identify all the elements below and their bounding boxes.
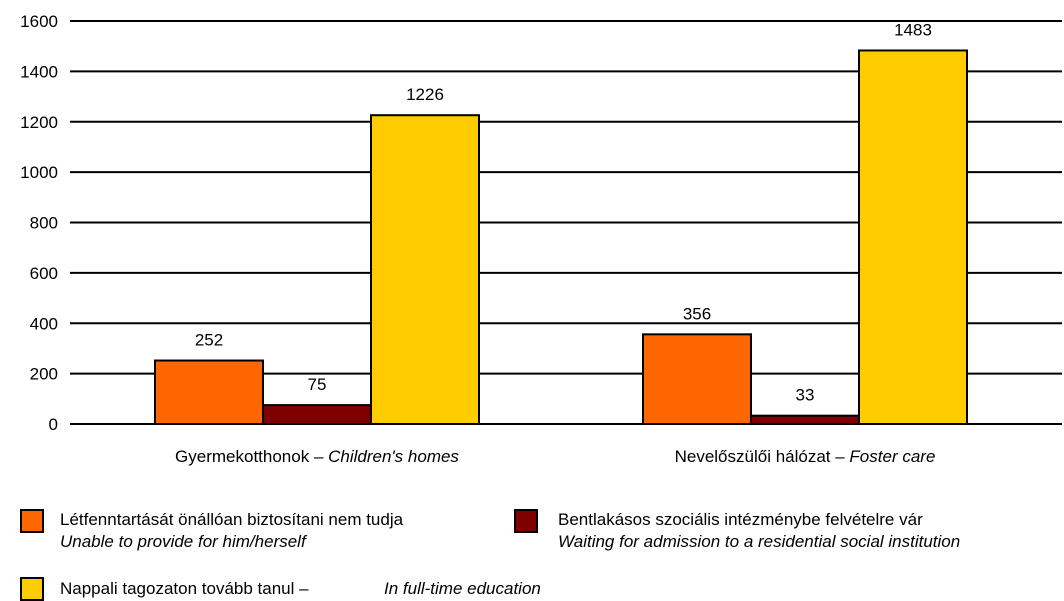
legend-label-en: In full-time education	[384, 579, 541, 598]
y-tick-label: 0	[49, 415, 58, 434]
legend-swatch-yellow	[20, 577, 44, 601]
bars	[154, 49, 968, 426]
y-tick-label: 1600	[20, 12, 58, 31]
legend-label-hu: Bentlakásos szociális intézménybe felvét…	[558, 510, 923, 529]
y-tick-label: 800	[30, 214, 58, 233]
y-tick-label: 200	[30, 365, 58, 384]
legend-swatch-orange	[20, 509, 44, 533]
data-label: 1226	[406, 85, 444, 104]
data-label: 1483	[894, 20, 932, 39]
data-label: 33	[796, 386, 815, 405]
y-tick-label: 400	[30, 314, 58, 333]
data-label: 252	[195, 331, 223, 350]
bar	[642, 333, 752, 425]
bar	[858, 49, 968, 426]
legend-swatch-darkred	[514, 509, 538, 533]
data-label: 356	[683, 304, 711, 323]
data-label: 75	[308, 375, 327, 394]
x-axis-categories: Gyermekotthonok – Children's homes Nevelő…	[175, 447, 935, 466]
legend-label-hu: Létfenntartását önállóan biztosítani nem…	[60, 510, 404, 529]
bar	[154, 359, 264, 425]
y-tick-label: 1400	[20, 62, 58, 81]
legend-label-en: Unable to provide for him/herself	[60, 532, 306, 551]
data-labels: 252 75 1226 356 33 1483	[195, 20, 932, 404]
bar	[750, 414, 860, 425]
y-axis-ticks: 0 200 400 600 800 1000 1200 1400 1600	[20, 12, 58, 434]
bar-chart: 0 200 400 600 800 1000 1200 1400 1600 252 75 1226 3…	[20, 12, 1062, 466]
y-tick-label: 600	[30, 264, 58, 283]
y-tick-label: 1000	[20, 163, 58, 182]
bar	[370, 114, 480, 425]
x-category-label: Gyermekotthonok – Children's homes	[175, 447, 459, 466]
legend-label-en: Waiting for admission to a residential s…	[558, 532, 961, 551]
x-category-label: Nevelőszülői hálózat – Foster care	[675, 447, 936, 466]
legend-label-hu: Nappali tagozaton tovább tanul –	[60, 579, 309, 598]
y-tick-label: 1200	[20, 113, 58, 132]
bar	[262, 404, 372, 425]
